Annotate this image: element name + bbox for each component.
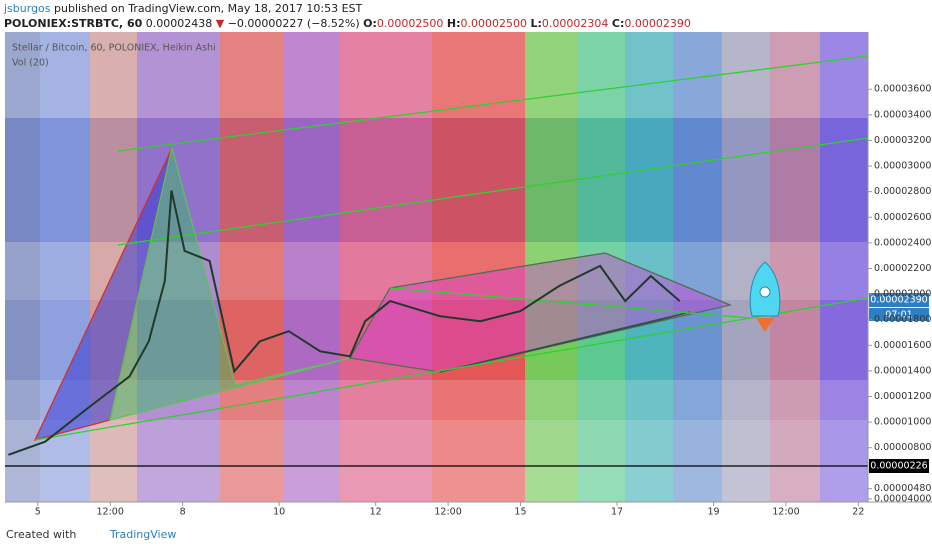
band [5, 32, 40, 502]
band [432, 32, 525, 502]
last-price-tag-text: 0.00002390 [870, 295, 927, 306]
change: −0.00000227 (−8.52%) [227, 17, 360, 30]
band [625, 32, 673, 502]
publish-info: published on TradingView.com, May 18, 20… [54, 2, 363, 15]
brand[interactable]: TradingView [109, 528, 177, 541]
y-tick-label: 0.00003600 [874, 84, 931, 95]
price-axis [868, 32, 932, 502]
y-tick-label: 0.00004000 [874, 493, 931, 504]
last-price: 0.00002438 [145, 17, 213, 30]
x-tick-label: 8 [180, 507, 186, 518]
band [137, 32, 220, 502]
x-tick-label: 15 [514, 507, 526, 518]
band [525, 32, 577, 502]
x-tick-label: 22 [852, 507, 864, 518]
y-tick-label: 0.00002400 [874, 237, 931, 248]
close: 0.00002390 [624, 17, 691, 30]
countdown-tag [869, 308, 929, 321]
trend-line [34, 297, 869, 441]
band [5, 420, 868, 466]
y-tick-label: 0.00000800 [874, 442, 931, 453]
x-tick-label: 12:00 [97, 507, 124, 518]
open: 0.00002500 [376, 17, 444, 30]
line-price-tag [869, 459, 929, 473]
band [820, 32, 868, 502]
trend-line [389, 287, 751, 319]
y-tick-label: 0.00001200 [874, 391, 931, 402]
rocket-flame [756, 318, 774, 332]
chart: Stellar / Bitcoin, 60, POLONIEX, Heikin … [5, 32, 932, 518]
y-tick-label: 0.00002800 [874, 186, 931, 197]
band [220, 32, 283, 502]
y-tick-label: 0.00000480 [874, 483, 931, 494]
y-tick-label: 0.00001400 [874, 365, 931, 376]
band [283, 32, 340, 502]
legend-volume: Vol (20) [12, 58, 49, 69]
low-label: L: [530, 17, 542, 30]
author[interactable]: jsburgos [4, 2, 51, 15]
y-tick-label: 0.00001600 [874, 340, 931, 351]
line-price-text: 0.00000226 [870, 461, 927, 472]
created-with: Created with [6, 528, 77, 541]
x-tick-label: 10 [273, 507, 285, 518]
band [5, 380, 868, 420]
publish-line: jsburgos published on TradingView.com, M… [4, 2, 362, 15]
x-tick-label: 19 [708, 507, 720, 518]
band [340, 32, 432, 502]
y-tick-label: 0.00001800 [874, 314, 931, 325]
y-tick-label: 0.00003400 [874, 109, 931, 120]
low: 0.00002304 [541, 17, 609, 30]
band [5, 118, 868, 242]
y-tick-label: 0.00002000 [874, 289, 931, 300]
band [770, 32, 820, 502]
high-label: H: [446, 17, 461, 30]
countdown-text: 07:01 [885, 310, 912, 321]
footer: Created with TradingView [6, 528, 176, 541]
trend-line [117, 137, 869, 246]
y-tick-label: 0.00003000 [874, 161, 931, 172]
background [5, 32, 868, 502]
close-label: C: [611, 17, 625, 30]
x-tick-label: 12 [370, 507, 382, 518]
high: 0.00002500 [460, 17, 527, 30]
open-label: O: [363, 17, 377, 30]
last-price-tag [869, 293, 929, 307]
band [5, 32, 868, 118]
y-tick-label: 0.00002200 [874, 263, 931, 274]
pattern [439, 311, 691, 373]
symbol: POLONIEX:STRBTC, 60 [4, 17, 143, 30]
rocket-window [759, 286, 771, 298]
y-tick-label: 0.00001000 [874, 417, 931, 428]
arrow: ▼ [215, 17, 225, 30]
x-tick-label: 5 [35, 507, 41, 518]
band [5, 466, 868, 502]
y-tick-label: 0.00002600 [874, 212, 931, 223]
y-tick-label: 0.00003200 [874, 135, 931, 146]
price-line [8, 190, 681, 456]
rocket [749, 261, 781, 332]
x-tick-label: 12:00 [772, 507, 799, 518]
x-tick-label: 12:00 [434, 507, 461, 518]
trend-line [117, 55, 869, 152]
quote-line: POLONIEX:STRBTC, 60 0.00002438 ▼ −0.0000… [4, 17, 691, 30]
legend-series: Stellar / Bitcoin, 60, POLONIEX, Heikin … [12, 43, 216, 54]
x-tick-label: 17 [611, 507, 623, 518]
band [673, 32, 722, 502]
